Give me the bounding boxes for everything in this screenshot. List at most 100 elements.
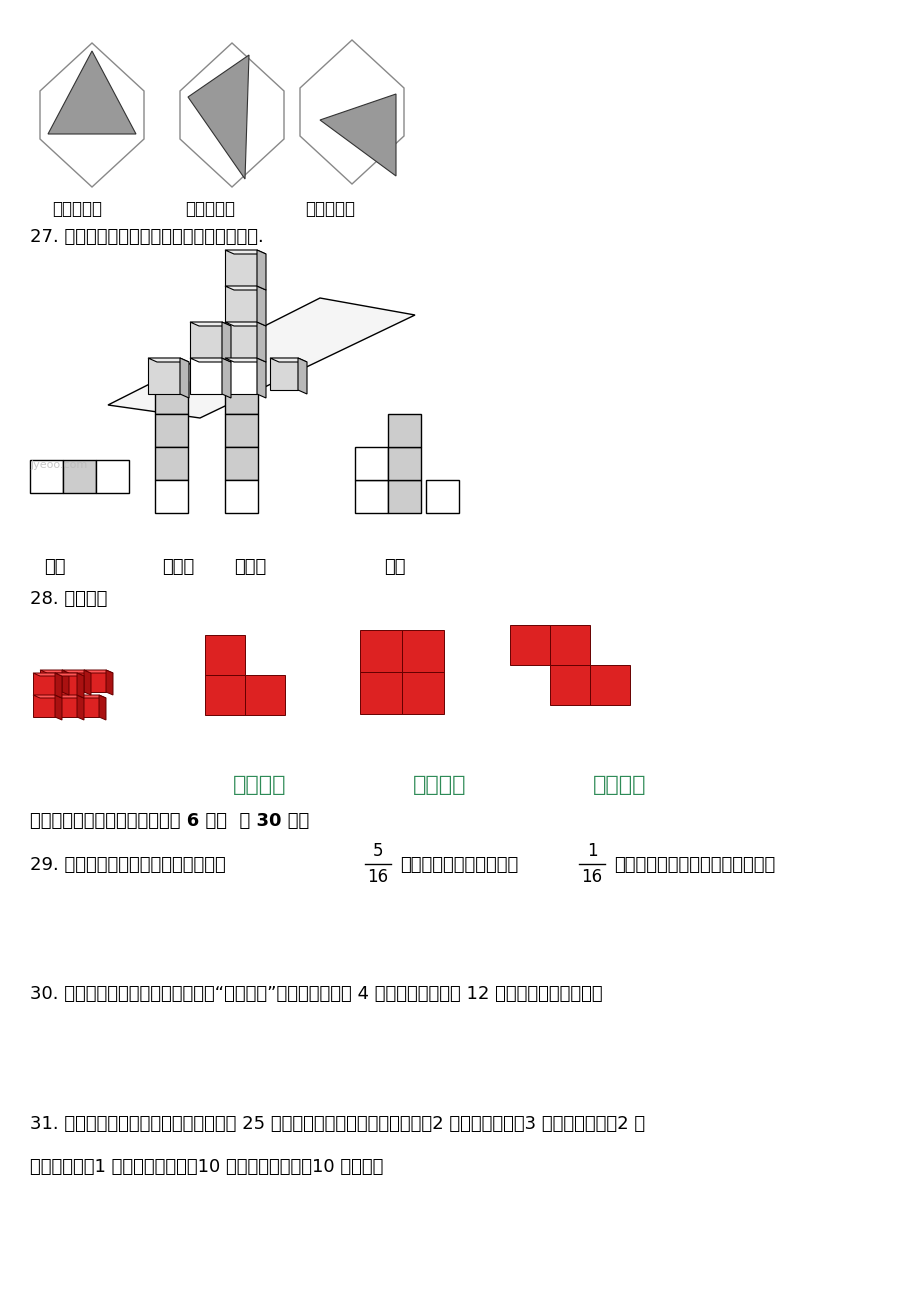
Polygon shape [180,358,188,398]
Polygon shape [55,695,62,720]
Polygon shape [190,322,231,326]
Bar [355,480,388,513]
Bar [359,672,402,713]
Bar [402,630,444,672]
Polygon shape [256,250,266,290]
Text: 钗角三角形: 钗角三角形 [185,201,234,217]
Bar [77,695,99,717]
Bar [388,414,421,447]
Bar [154,480,187,513]
Bar [205,674,244,715]
Bar [509,625,550,665]
Polygon shape [256,286,266,326]
Bar [40,671,62,691]
Polygon shape [256,322,266,362]
Text: 1: 1 [586,842,596,861]
Polygon shape [187,55,249,178]
Polygon shape [106,671,113,695]
Text: 27. 他们看到的形状分别是什么？请你连一连.: 27. 他们看到的形状分别是什么？请你连一连. [30,228,264,246]
Bar [154,381,187,414]
Polygon shape [225,322,266,326]
Bar [33,673,55,695]
Polygon shape [148,358,188,362]
Polygon shape [108,298,414,418]
Bar [550,665,589,704]
Polygon shape [40,43,144,187]
Bar [388,447,421,480]
Bar [205,635,244,674]
Bar [225,414,257,447]
Bar [84,671,106,691]
Polygon shape [77,695,106,698]
Bar [550,625,589,665]
Bar [190,358,221,395]
Bar [225,322,256,358]
Text: 右侧面: 右侧面 [233,559,266,575]
Bar [55,695,77,717]
Text: 直角三角形: 直角三角形 [52,201,102,217]
Bar [225,381,257,414]
Text: 左侧面: 左侧面 [162,559,194,575]
Polygon shape [48,51,136,134]
Text: ，还剩下全书的几分之几没有看？: ，还剩下全书的几分之几没有看？ [613,855,775,874]
Bar [425,480,459,513]
Polygon shape [62,671,91,673]
Text: 锐角三角形: 锐角三角形 [305,201,355,217]
Bar [62,671,84,691]
Polygon shape [300,40,403,184]
Text: 29. 明明看一本书，第二天看了全书的: 29. 明明看一本书，第二天看了全书的 [30,855,225,874]
Text: 从上面看: 从上面看 [593,775,646,796]
Bar [225,447,257,480]
Text: 16: 16 [581,868,602,885]
Bar [225,480,257,513]
Polygon shape [33,673,62,676]
Polygon shape [55,695,84,698]
Polygon shape [320,94,395,176]
Polygon shape [84,671,113,673]
Bar [269,358,298,391]
Bar [55,673,77,695]
Bar [388,480,421,513]
Polygon shape [225,358,266,362]
Polygon shape [40,671,69,673]
Bar [589,665,630,704]
Bar [225,358,256,395]
Bar [244,674,285,715]
Text: 六、生活问题我能解决。（每题 6 分，  共 30 分）: 六、生活问题我能解决。（每题 6 分， 共 30 分） [30,812,309,829]
Text: 16: 16 [367,868,388,885]
Polygon shape [84,671,91,695]
Polygon shape [298,358,307,395]
Bar [30,460,62,493]
Polygon shape [221,358,231,398]
Polygon shape [62,671,69,695]
Bar [154,447,187,480]
Bar [148,358,180,395]
Polygon shape [269,358,307,362]
Polygon shape [77,673,84,698]
Polygon shape [55,673,62,698]
Bar [402,672,444,713]
Text: 从正面看: 从正面看 [233,775,287,796]
Text: 31. 王虹从早上起床到上学前这段时间为 25 分钟，他要做以下几件事：起床（2 分钟）、洗脸（3 分钟）、刷牙（2 分: 31. 王虹从早上起床到上学前这段时间为 25 分钟，他要做以下几件事：起床（2… [30,1115,644,1133]
Polygon shape [33,695,62,698]
Text: ，比第一天多看了全书的: ，比第一天多看了全书的 [400,855,517,874]
Polygon shape [221,322,231,362]
Bar [33,695,55,717]
Text: 钟）、刷锅（1 分钟）、煮鸡蛋（10 分钟）、吃早点（10 分钟）。: 钟）、刷锅（1 分钟）、煮鸡蛋（10 分钟）、吃早点（10 分钟）。 [30,1157,383,1176]
Bar [359,630,402,672]
Bar [225,286,256,322]
Text: jyeoo.com: jyeoo.com [30,460,87,470]
Text: 从左面看: 从左面看 [413,775,466,796]
Polygon shape [77,695,84,720]
Polygon shape [180,43,284,187]
Text: 28. 连一连。: 28. 连一连。 [30,590,108,608]
Bar [355,447,388,480]
Text: 5: 5 [372,842,383,861]
Bar [96,460,129,493]
Text: 上面: 上面 [384,559,405,575]
Text: 正面: 正面 [44,559,65,575]
Text: 30. 超市开展促销活动，所有的牛奶“买五送一”。一种牛奶每盘 4 元，姐姐一次买了 12 盘，一共花了多少元？: 30. 超市开展促销活动，所有的牛奶“买五送一”。一种牛奶每盘 4 元，姐姐一次… [30,986,602,1003]
Bar [154,414,187,447]
Polygon shape [55,673,84,676]
Polygon shape [256,358,266,398]
